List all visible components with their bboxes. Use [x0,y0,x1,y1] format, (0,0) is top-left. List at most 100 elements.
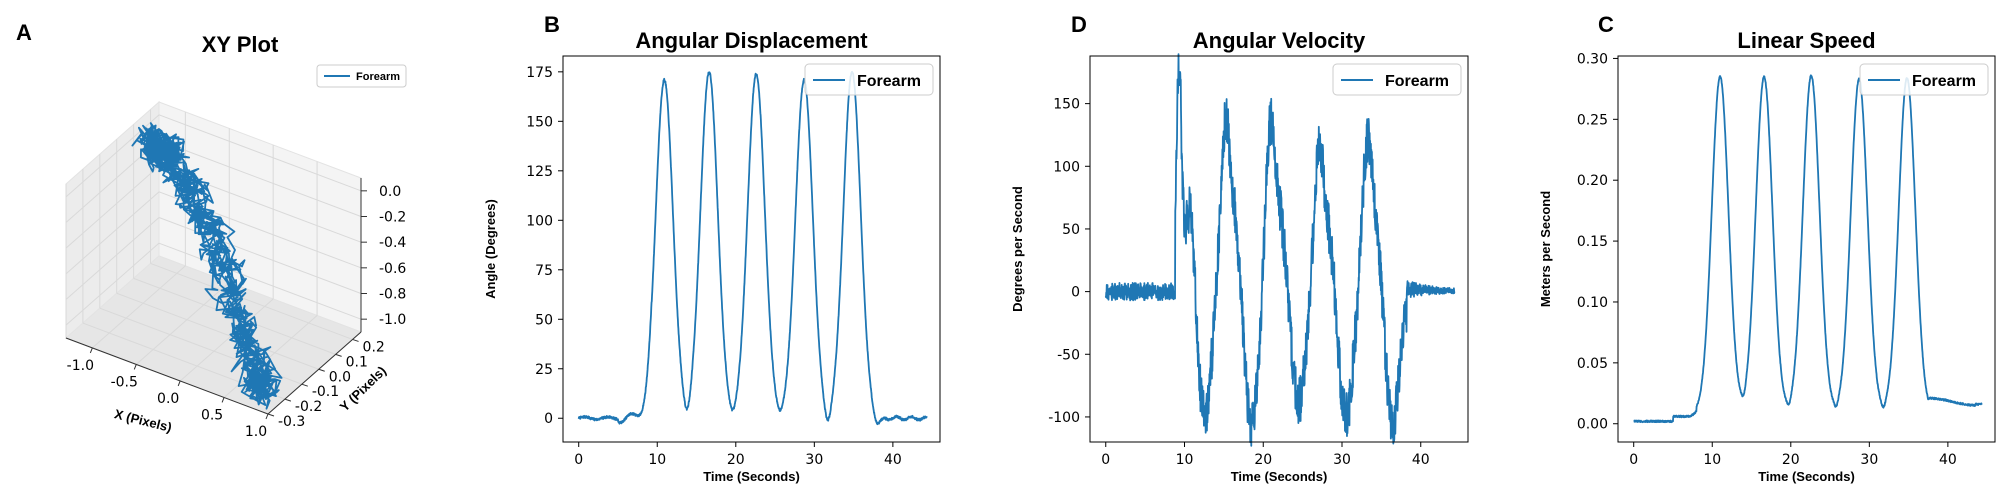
angular-displacement-frame [562,55,941,443]
angular-velocity-y-tick-label: -100 [1048,410,1080,426]
grid-line [65,165,160,249]
angular-velocity-chart: Angular Velocity 0 10 20 30 40 -100 -50 0 50 100 15… [1010,28,1469,484]
angular-velocity-y-tick-label: 0 [1071,285,1080,301]
x-tick-label: 0.0 [157,391,179,407]
grid-line [150,262,353,340]
linear-speed-y-label: Meters per Second [1538,191,1553,307]
xy-plot-ticks: -1.0-0.50.00.51.0-0.3-0.2-0.10.00.10.20.… [67,184,407,440]
y-tick [335,353,342,357]
grid-line [116,292,319,370]
angular-velocity-y-tick-label: 150 [1053,97,1080,113]
linear-speed-y-tick-label: 0.20 [1577,173,1608,189]
angular-velocity-x-tick-label: 0 [1101,452,1110,468]
xy-plot-grid [65,109,362,415]
grid-line [158,114,362,192]
grid-line [179,298,274,382]
linear-speed-x-tick-label: 40 [1939,452,1957,468]
panel-letter-c: C [1598,12,1614,37]
grid-line [65,217,160,300]
angular-displacement-y-label: Angle (Degrees) [483,199,498,299]
linear-speed-y-tick-label: 0.25 [1577,112,1608,128]
x-tick [221,397,225,403]
angular-displacement-y-tick-label: 0 [544,411,553,427]
angular-velocity-legend-box [1332,63,1462,96]
y-tick [318,368,325,372]
linear-speed-x-tick-label: 30 [1860,452,1878,468]
xy-plot-forearm-trace [131,122,283,410]
angular-displacement-y-tick-label: 100 [526,213,553,229]
y-tick [352,338,359,342]
angular-velocity-legend-label: Forearm [1385,73,1449,90]
angular-velocity-x-tick-label: 30 [1333,452,1351,468]
x-axis-line [65,337,269,415]
linear-speed-chart: Linear Speed 0 10 20 30 40 0.00 0.05 0.10 0.15 0.2… [1538,28,1996,484]
linear-speed-x-tick-label: 20 [1782,452,1800,468]
linear-speed-y-tick-label: 0.15 [1577,234,1608,250]
angular-velocity-x-tick-label: 20 [1254,452,1272,468]
grid-line [158,242,362,320]
grid-line [65,191,160,275]
linear-speed-x-tick-label: 10 [1703,452,1721,468]
angular-displacement-y-tick-label: 175 [526,65,553,81]
grid-line [135,282,230,365]
x-tick-label: 0.5 [201,407,223,423]
y-tick-label: -0.3 [278,414,305,430]
linear-speed-frame [1617,55,1996,443]
xy-plot-x-label: X (Pixels) [113,406,173,435]
angular-displacement-legend-label: Forearm [857,73,921,90]
linear-speed-forearm-line [1633,74,1983,424]
grid-line [92,265,186,349]
xy-plot-title: XY Plot [202,32,279,57]
linear-speed-y-tick-label: 0.30 [1577,51,1608,67]
panel-letter-a: A [16,20,32,45]
y-tick-label: 0.2 [363,339,385,355]
z-tick-label: -0.2 [379,210,406,226]
linear-speed-x-tick-label: 0 [1629,452,1638,468]
y-tick [301,383,308,387]
z-tick-label: -0.6 [379,261,406,277]
y-tick-label: 0.0 [329,369,351,385]
angular-velocity-frame [1089,55,1469,443]
panel-letter-b: B [544,12,560,37]
angular-displacement-x-label: Time (Seconds) [703,469,800,484]
panel-letter-d: D [1071,12,1087,37]
angular-displacement-y-tick-label: 75 [535,263,553,279]
x-tick [133,364,137,370]
y-tick [284,398,292,402]
x-tick [265,413,269,420]
angular-displacement-x-tick-label: 30 [805,452,823,468]
grid-line [65,140,160,223]
legend-box [316,64,407,88]
linear-speed-title: Linear Speed [1737,28,1875,53]
y-tick-label: -0.2 [295,399,322,415]
linear-speed-y-tick-label: 0.05 [1577,356,1608,372]
x-tick [177,380,181,387]
z-tick-label: -0.8 [379,287,406,303]
y-tick-label: -0.1 [312,384,339,400]
angular-displacement-x-tick-label: 10 [648,452,666,468]
grid-line [65,242,160,326]
xy-plot-legend: Forearm [316,64,407,88]
angular-velocity-y-tick-label: 100 [1053,159,1080,175]
z-tick-label: -1.0 [379,312,406,328]
angular-displacement-y-tick-label: 150 [526,114,553,130]
linear-speed-y-tick-label: 0.00 [1577,417,1608,433]
angular-displacement-x-tick-label: 40 [884,452,902,468]
x-tick-label: -0.5 [111,374,138,390]
angular-velocity-x-tick-label: 10 [1176,452,1194,468]
grid-line [158,140,362,217]
angular-velocity-x-tick-label: 40 [1412,452,1430,468]
x-tick-label: 1.0 [245,424,267,440]
linear-speed-x-label: Time (Seconds) [1758,469,1855,484]
angular-velocity-title: Angular Velocity [1193,28,1366,53]
grid-line [158,217,362,294]
z-tick-label: -0.4 [379,235,406,251]
angular-displacement-x-tick-label: 0 [574,452,583,468]
angular-displacement-y-tick-label: 125 [526,164,553,180]
angular-velocity-y-tick-label: 50 [1062,222,1080,238]
angular-displacement-y-tick-label: 50 [535,312,553,328]
linear-speed-legend-box [1859,63,1989,96]
angular-velocity-y-tick-label: -50 [1057,347,1080,363]
angular-displacement-y-tick-label: 25 [535,362,553,378]
